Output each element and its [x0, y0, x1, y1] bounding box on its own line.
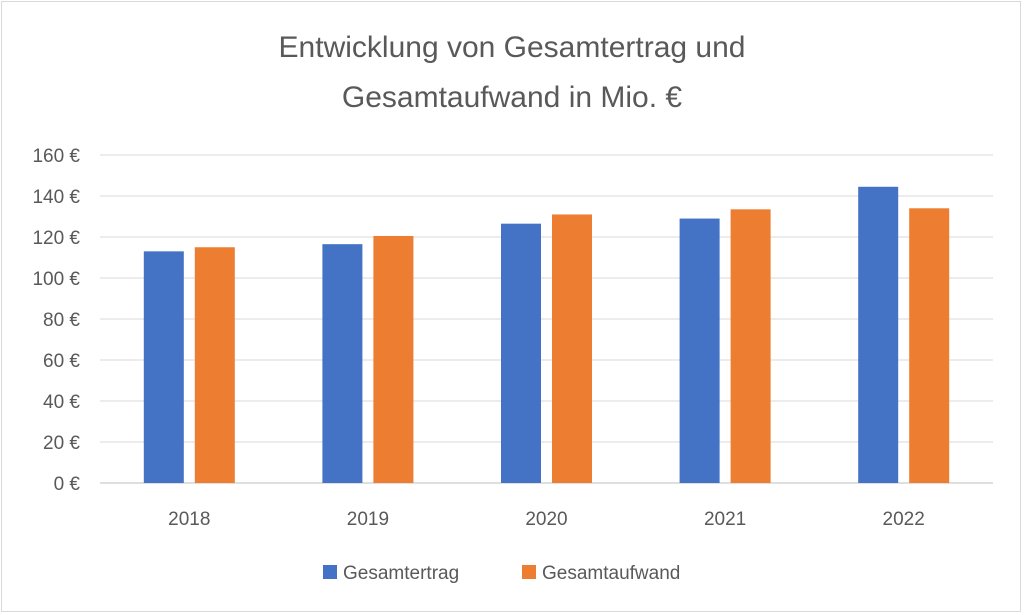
y-tick-label: 160 € — [32, 146, 80, 167]
bar-gesamtaufwand-2021 — [730, 209, 771, 483]
legend-label-gesamtertrag: Gesamtertrag — [343, 563, 459, 584]
bar-gesamtertrag-2018 — [143, 251, 184, 483]
y-tick-label: 80 € — [43, 310, 80, 331]
y-tick-label: 100 € — [32, 269, 80, 290]
bar-gesamtertrag-2021 — [679, 218, 720, 484]
y-tick-label: 40 € — [43, 392, 80, 413]
bar-gesamtertrag-2019 — [322, 244, 363, 483]
x-tick-label: 2020 — [525, 509, 567, 530]
gridlines — [100, 154, 993, 484]
legend-swatch-gesamtaufwand — [522, 565, 536, 579]
chart-title-line-1: Entwicklung von Gesamtertrag und — [279, 31, 746, 64]
bar-gesamtaufwand-2022 — [909, 208, 950, 484]
x-tick-label: 2019 — [347, 509, 389, 530]
legend: Gesamtertrag Gesamtaufwand — [323, 563, 680, 584]
bars — [143, 186, 950, 484]
x-axis-ticks: 2018 2019 2020 2021 2022 — [168, 509, 925, 530]
x-tick-label: 2022 — [883, 509, 925, 530]
bar-gesamtaufwand-2019 — [373, 235, 414, 483]
y-axis-ticks: 0 € 20 € 40 € 60 € 80 € 100 € 120 € 140 € 160 € — [32, 146, 80, 495]
y-tick-label: 120 € — [32, 228, 80, 249]
bar-gesamtertrag-2022 — [858, 186, 899, 483]
bar-gesamtertrag-2020 — [501, 223, 541, 484]
x-tick-label: 2021 — [704, 509, 746, 530]
x-tick-label: 2018 — [168, 509, 210, 530]
legend-label-gesamtaufwand: Gesamtaufwand — [542, 563, 680, 584]
bar-gesamtaufwand-2018 — [194, 247, 235, 483]
legend-swatch-gesamtertrag — [323, 565, 337, 579]
bar-gesamtaufwand-2020 — [552, 214, 592, 483]
y-tick-label: 60 € — [43, 351, 80, 372]
chart-title-line-2: Gesamtaufwand in Mio. € — [342, 81, 682, 114]
y-tick-label: 20 € — [43, 433, 80, 454]
y-tick-label: 0 € — [54, 474, 81, 495]
y-tick-label: 140 € — [32, 187, 80, 208]
